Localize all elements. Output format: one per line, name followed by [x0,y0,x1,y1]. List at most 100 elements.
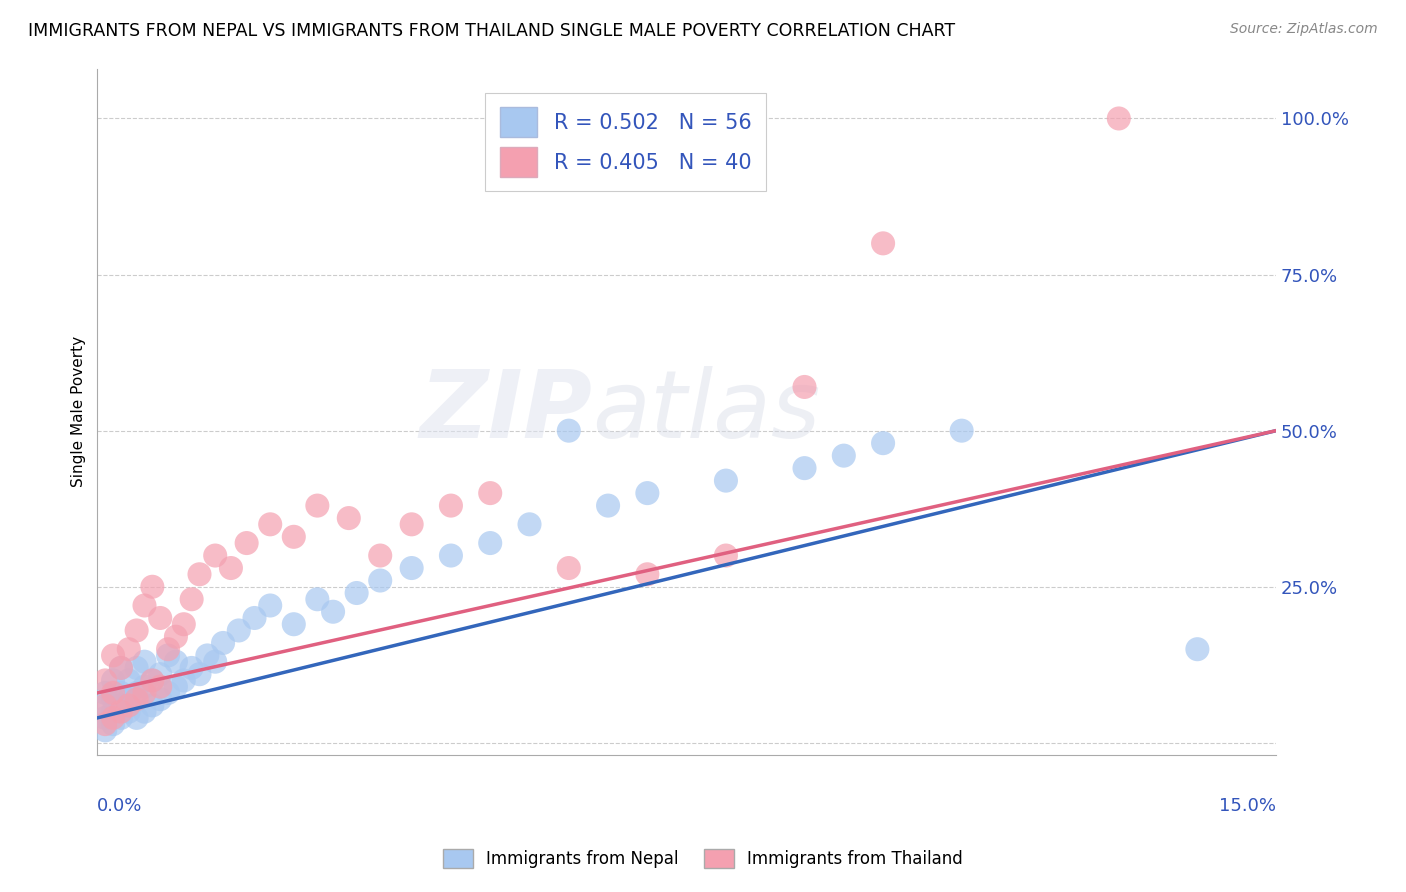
Text: Source: ZipAtlas.com: Source: ZipAtlas.com [1230,22,1378,37]
Point [94,686,117,700]
Point [110,661,132,675]
Point [101,711,124,725]
Point [118,692,141,706]
Point [243,611,266,625]
Point [180,661,202,675]
Point [141,673,163,688]
Point [110,705,132,719]
Point [94,717,117,731]
Point [125,624,148,638]
Point [714,549,737,563]
Point [118,698,141,713]
Point [149,680,172,694]
Point [259,517,281,532]
Point [307,592,329,607]
Point [149,692,172,706]
Point [94,698,117,713]
Point [440,549,463,563]
Point [636,567,658,582]
Point [235,536,257,550]
Point [101,673,124,688]
Point [110,698,132,713]
Point [596,499,619,513]
Point [188,667,211,681]
Point [1187,642,1209,657]
Point [188,567,211,582]
Point [141,580,163,594]
Point [94,698,117,713]
Point [110,661,132,675]
Point [195,648,218,663]
Point [714,474,737,488]
Point [134,599,156,613]
Text: 15.0%: 15.0% [1219,797,1277,814]
Point [165,680,187,694]
Point [322,605,344,619]
Point [872,436,894,450]
Point [401,561,423,575]
Point [134,686,156,700]
Point [125,686,148,700]
Point [173,617,195,632]
Point [141,698,163,713]
Point [832,449,855,463]
Point [479,486,502,500]
Point [228,624,250,638]
Point [219,561,242,575]
Text: IMMIGRANTS FROM NEPAL VS IMMIGRANTS FROM THAILAND SINGLE MALE POVERTY CORRELATIO: IMMIGRANTS FROM NEPAL VS IMMIGRANTS FROM… [28,22,955,40]
Point [872,236,894,251]
Point [259,599,281,613]
Point [157,648,180,663]
Point [180,592,202,607]
Point [204,655,226,669]
Text: ZIP: ZIP [419,366,592,458]
Point [793,380,815,394]
Point [950,424,973,438]
Point [165,655,187,669]
Point [110,711,132,725]
Point [307,499,329,513]
Point [519,517,541,532]
Point [558,561,581,575]
Point [101,705,124,719]
Point [283,617,305,632]
Point [125,711,148,725]
Point [165,630,187,644]
Point [118,642,141,657]
Point [204,549,226,563]
Point [125,692,148,706]
Point [346,586,368,600]
Point [1108,112,1130,126]
Text: 0.0%: 0.0% [97,797,143,814]
Point [558,424,581,438]
Point [118,673,141,688]
Point [337,511,360,525]
Point [101,717,124,731]
Point [94,673,117,688]
Point [110,686,132,700]
Point [101,648,124,663]
Point [368,574,391,588]
Point [636,486,658,500]
Legend: Immigrants from Nepal, Immigrants from Thailand: Immigrants from Nepal, Immigrants from T… [436,842,970,875]
Point [149,667,172,681]
Point [101,686,124,700]
Point [94,723,117,738]
Point [283,530,305,544]
Point [212,636,235,650]
Text: atlas: atlas [592,367,821,458]
Legend: R = 0.502   N = 56, R = 0.405   N = 40: R = 0.502 N = 56, R = 0.405 N = 40 [485,93,766,191]
Point [479,536,502,550]
Point [157,686,180,700]
Point [101,692,124,706]
Point [125,661,148,675]
Point [134,705,156,719]
Point [149,611,172,625]
Point [440,499,463,513]
Point [401,517,423,532]
Point [793,461,815,475]
Point [118,705,141,719]
Point [368,549,391,563]
Point [94,711,117,725]
Point [134,680,156,694]
